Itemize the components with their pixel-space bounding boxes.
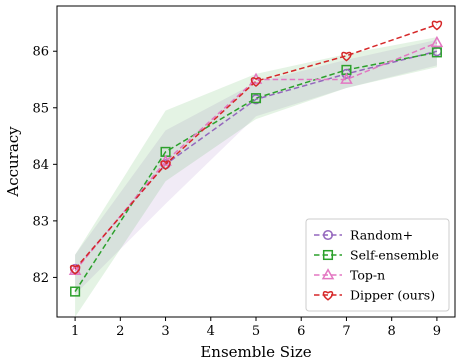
x-tick-label: 7 [342, 324, 350, 339]
y-tick-label: 86 [32, 45, 49, 60]
x-tick-label: 4 [207, 324, 215, 339]
band-random [75, 39, 437, 295]
legend-marker-self-ensemble [322, 249, 334, 261]
legend-box [305, 218, 450, 312]
point-self-ensemble [70, 286, 81, 297]
legend-label-dipper-ours: Dipper (ours) [350, 288, 435, 303]
y-tick-label: 84 [32, 158, 49, 173]
x-tick-label: 9 [433, 324, 441, 339]
y-tick-label: 82 [32, 271, 49, 286]
line-dipper-ours [74, 23, 438, 270]
point-self-ensemble [250, 93, 262, 104]
x-tick-label: 2 [116, 324, 124, 339]
point-dipper-ours [431, 20, 443, 31]
band-self-ensemble [75, 37, 437, 317]
point-dipper-ours [250, 77, 262, 87]
legend-label-random: Random+ [350, 228, 413, 243]
x-tick-label: 6 [297, 324, 305, 339]
point-self-ensemble [431, 47, 442, 58]
confidence-bands [75, 37, 437, 317]
y-tick-label: 85 [32, 101, 49, 116]
x-tick-label: 3 [161, 324, 169, 339]
point-top-n [430, 35, 444, 48]
point-dipper-ours [341, 51, 352, 62]
legend-label-self-ensemble: Self-ensemble [350, 248, 439, 263]
x-tick-label: 1 [71, 324, 79, 339]
axes: 1 2 3 4 5 6 7 8 9 82 83 84 85 86 Ensemble Size Accuracy [4, 5, 456, 361]
legend-label-top-n: Top-n [350, 268, 385, 283]
x-tick-label: 5 [252, 324, 260, 339]
legend: Random+ Self-ensemble Top-n Dipper (ours) [305, 218, 450, 312]
point-top-n [340, 72, 353, 84]
point-dipper-ours [160, 160, 171, 171]
y-tick-label: 83 [32, 214, 49, 229]
x-axis-title: Ensemble Size [200, 343, 311, 361]
x-tick-label: 8 [388, 324, 396, 339]
point-dipper-ours [69, 264, 81, 275]
legend-marker-random [322, 229, 334, 241]
y-axis-title: Accuracy [4, 126, 22, 198]
series-markers [68, 20, 444, 297]
legend-marker-top-n [321, 268, 335, 280]
line-random [74, 50, 438, 270]
legend-marker-dipper-ours [322, 290, 334, 301]
